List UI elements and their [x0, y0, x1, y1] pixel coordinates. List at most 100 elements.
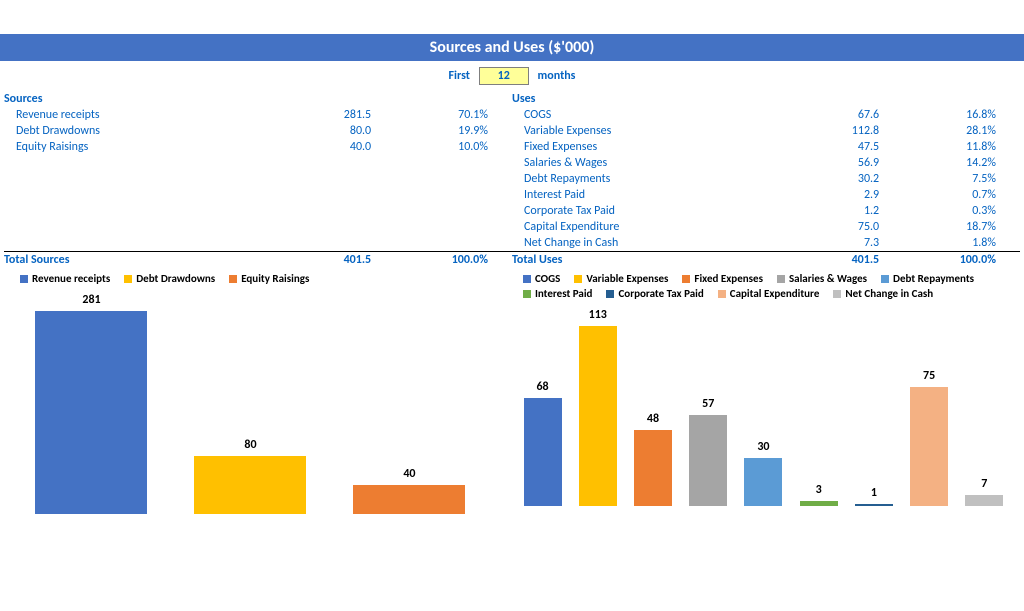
sources-header: Sources	[4, 91, 278, 107]
table-row: Variable Expenses112.828.1%	[512, 123, 1020, 139]
page-title: Sources and Uses ($'000)	[0, 34, 1024, 61]
legend-item: COGS	[523, 272, 560, 285]
row-value: 67.6	[786, 107, 903, 123]
legend-label: Equity Raisings	[241, 272, 309, 285]
row-pct: 16.8%	[903, 107, 1020, 123]
bar-value-label: 1	[871, 486, 877, 500]
uses-chart: COGS Variable Expenses Fixed Expenses Salar…	[507, 272, 1020, 514]
row-value: 112.8	[786, 123, 903, 139]
legend-item: Variable Expenses	[574, 272, 668, 285]
row-label: Interest Paid	[512, 187, 786, 203]
bar-value-label: 57	[702, 397, 714, 411]
bar-value-label: 80	[244, 438, 256, 452]
spacer-row	[4, 235, 512, 251]
tables-region: Sources Revenue receipts281.570.1%Debt D…	[0, 91, 1024, 268]
bar: 1	[855, 304, 893, 506]
row-value: 56.9	[786, 155, 903, 171]
row-value: 75.0	[786, 219, 903, 235]
sources-total-label: Total Sources	[4, 252, 278, 268]
legend-swatch	[682, 275, 690, 283]
legend-swatch	[574, 275, 582, 283]
bar-rect	[689, 415, 727, 506]
legend-item: Revenue receipts	[20, 272, 110, 285]
legend-item: Fixed Expenses	[682, 272, 763, 285]
bar-value-label: 30	[757, 440, 769, 454]
row-value: 7.3	[786, 235, 903, 251]
table-row: Fixed Expenses47.511.8%	[512, 139, 1020, 155]
bar: 80	[194, 289, 306, 514]
period-selector: First 12 months	[0, 67, 1024, 85]
period-suffix: months	[538, 69, 576, 83]
table-row: Salaries & Wages56.914.2%	[512, 155, 1020, 171]
legend-item: Salaries & Wages	[777, 272, 867, 285]
table-row: Corporate Tax Paid1.20.3%	[512, 203, 1020, 219]
row-value: 80.0	[278, 123, 395, 139]
bar-value-label: 281	[82, 293, 100, 307]
row-pct: 19.9%	[395, 123, 512, 139]
legend-item: Net Change in Cash	[833, 287, 933, 300]
row-pct: 70.1%	[395, 107, 512, 123]
sources-total-value: 401.5	[278, 252, 395, 268]
sources-legend: Revenue receipts Debt Drawdowns Equity Rai…	[4, 272, 497, 287]
period-prefix: First	[449, 69, 470, 83]
uses-total-pct: 100.0%	[903, 252, 1020, 268]
row-value: 2.9	[786, 187, 903, 203]
row-label: Revenue receipts	[4, 107, 278, 123]
table-row: Net Change in Cash7.31.8%	[512, 235, 1020, 251]
spacer-row	[4, 155, 512, 171]
bar-rect	[855, 504, 893, 506]
table-row: Revenue receipts281.570.1%	[4, 107, 512, 123]
legend-label: Fixed Expenses	[694, 272, 763, 285]
period-input[interactable]: 12	[479, 67, 529, 85]
legend-item: Equity Raisings	[229, 272, 309, 285]
sources-plot: 281 80 40	[4, 289, 497, 514]
legend-item: Debt Repayments	[881, 272, 974, 285]
bar-rect	[353, 485, 465, 514]
sources-chart: Revenue receipts Debt Drawdowns Equity Rai…	[4, 272, 497, 514]
uses-legend: COGS Variable Expenses Fixed Expenses Salar…	[507, 272, 1020, 302]
table-row: COGS67.616.8%	[512, 107, 1020, 123]
table-row: Equity Raisings40.010.0%	[4, 139, 512, 155]
bar: 40	[353, 289, 465, 514]
bar-rect	[634, 430, 672, 506]
bar-rect	[910, 387, 948, 506]
bar: 3	[800, 304, 838, 506]
legend-swatch	[20, 275, 28, 283]
row-pct: 1.8%	[903, 235, 1020, 251]
row-label: Equity Raisings	[4, 139, 278, 155]
bar: 113	[579, 304, 617, 506]
row-pct: 10.0%	[395, 139, 512, 155]
legend-item: Interest Paid	[523, 287, 593, 300]
row-label: COGS	[512, 107, 786, 123]
bar: 48	[634, 304, 672, 506]
row-label: Capital Expenditure	[512, 219, 786, 235]
table-row: Capital Expenditure75.018.7%	[512, 219, 1020, 235]
bar-rect	[965, 495, 1003, 506]
bar-rect	[194, 456, 306, 514]
legend-label: Salaries & Wages	[789, 272, 867, 285]
bar: 30	[744, 304, 782, 506]
spacer-row	[4, 219, 512, 235]
row-label: Net Change in Cash	[512, 235, 786, 251]
uses-total-value: 401.5	[786, 252, 903, 268]
row-label: Debt Repayments	[512, 171, 786, 187]
legend-swatch	[777, 275, 785, 283]
bar-value-label: 75	[923, 369, 935, 383]
uses-table: Uses COGS67.616.8%Variable Expenses112.8…	[512, 91, 1020, 268]
legend-label: Revenue receipts	[32, 272, 110, 285]
legend-label: Net Change in Cash	[845, 287, 933, 300]
row-value: 1.2	[786, 203, 903, 219]
row-pct: 18.7%	[903, 219, 1020, 235]
legend-label: Debt Repayments	[893, 272, 974, 285]
legend-label: Debt Drawdowns	[136, 272, 215, 285]
legend-swatch	[718, 290, 726, 298]
row-value: 47.5	[786, 139, 903, 155]
row-label: Fixed Expenses	[512, 139, 786, 155]
legend-swatch	[833, 290, 841, 298]
row-pct: 0.7%	[903, 187, 1020, 203]
bar-value-label: 68	[536, 380, 548, 394]
sources-total-pct: 100.0%	[395, 252, 512, 268]
bar-value-label: 7	[981, 477, 987, 491]
bar-value-label: 3	[816, 483, 822, 497]
bar-rect	[524, 398, 562, 506]
